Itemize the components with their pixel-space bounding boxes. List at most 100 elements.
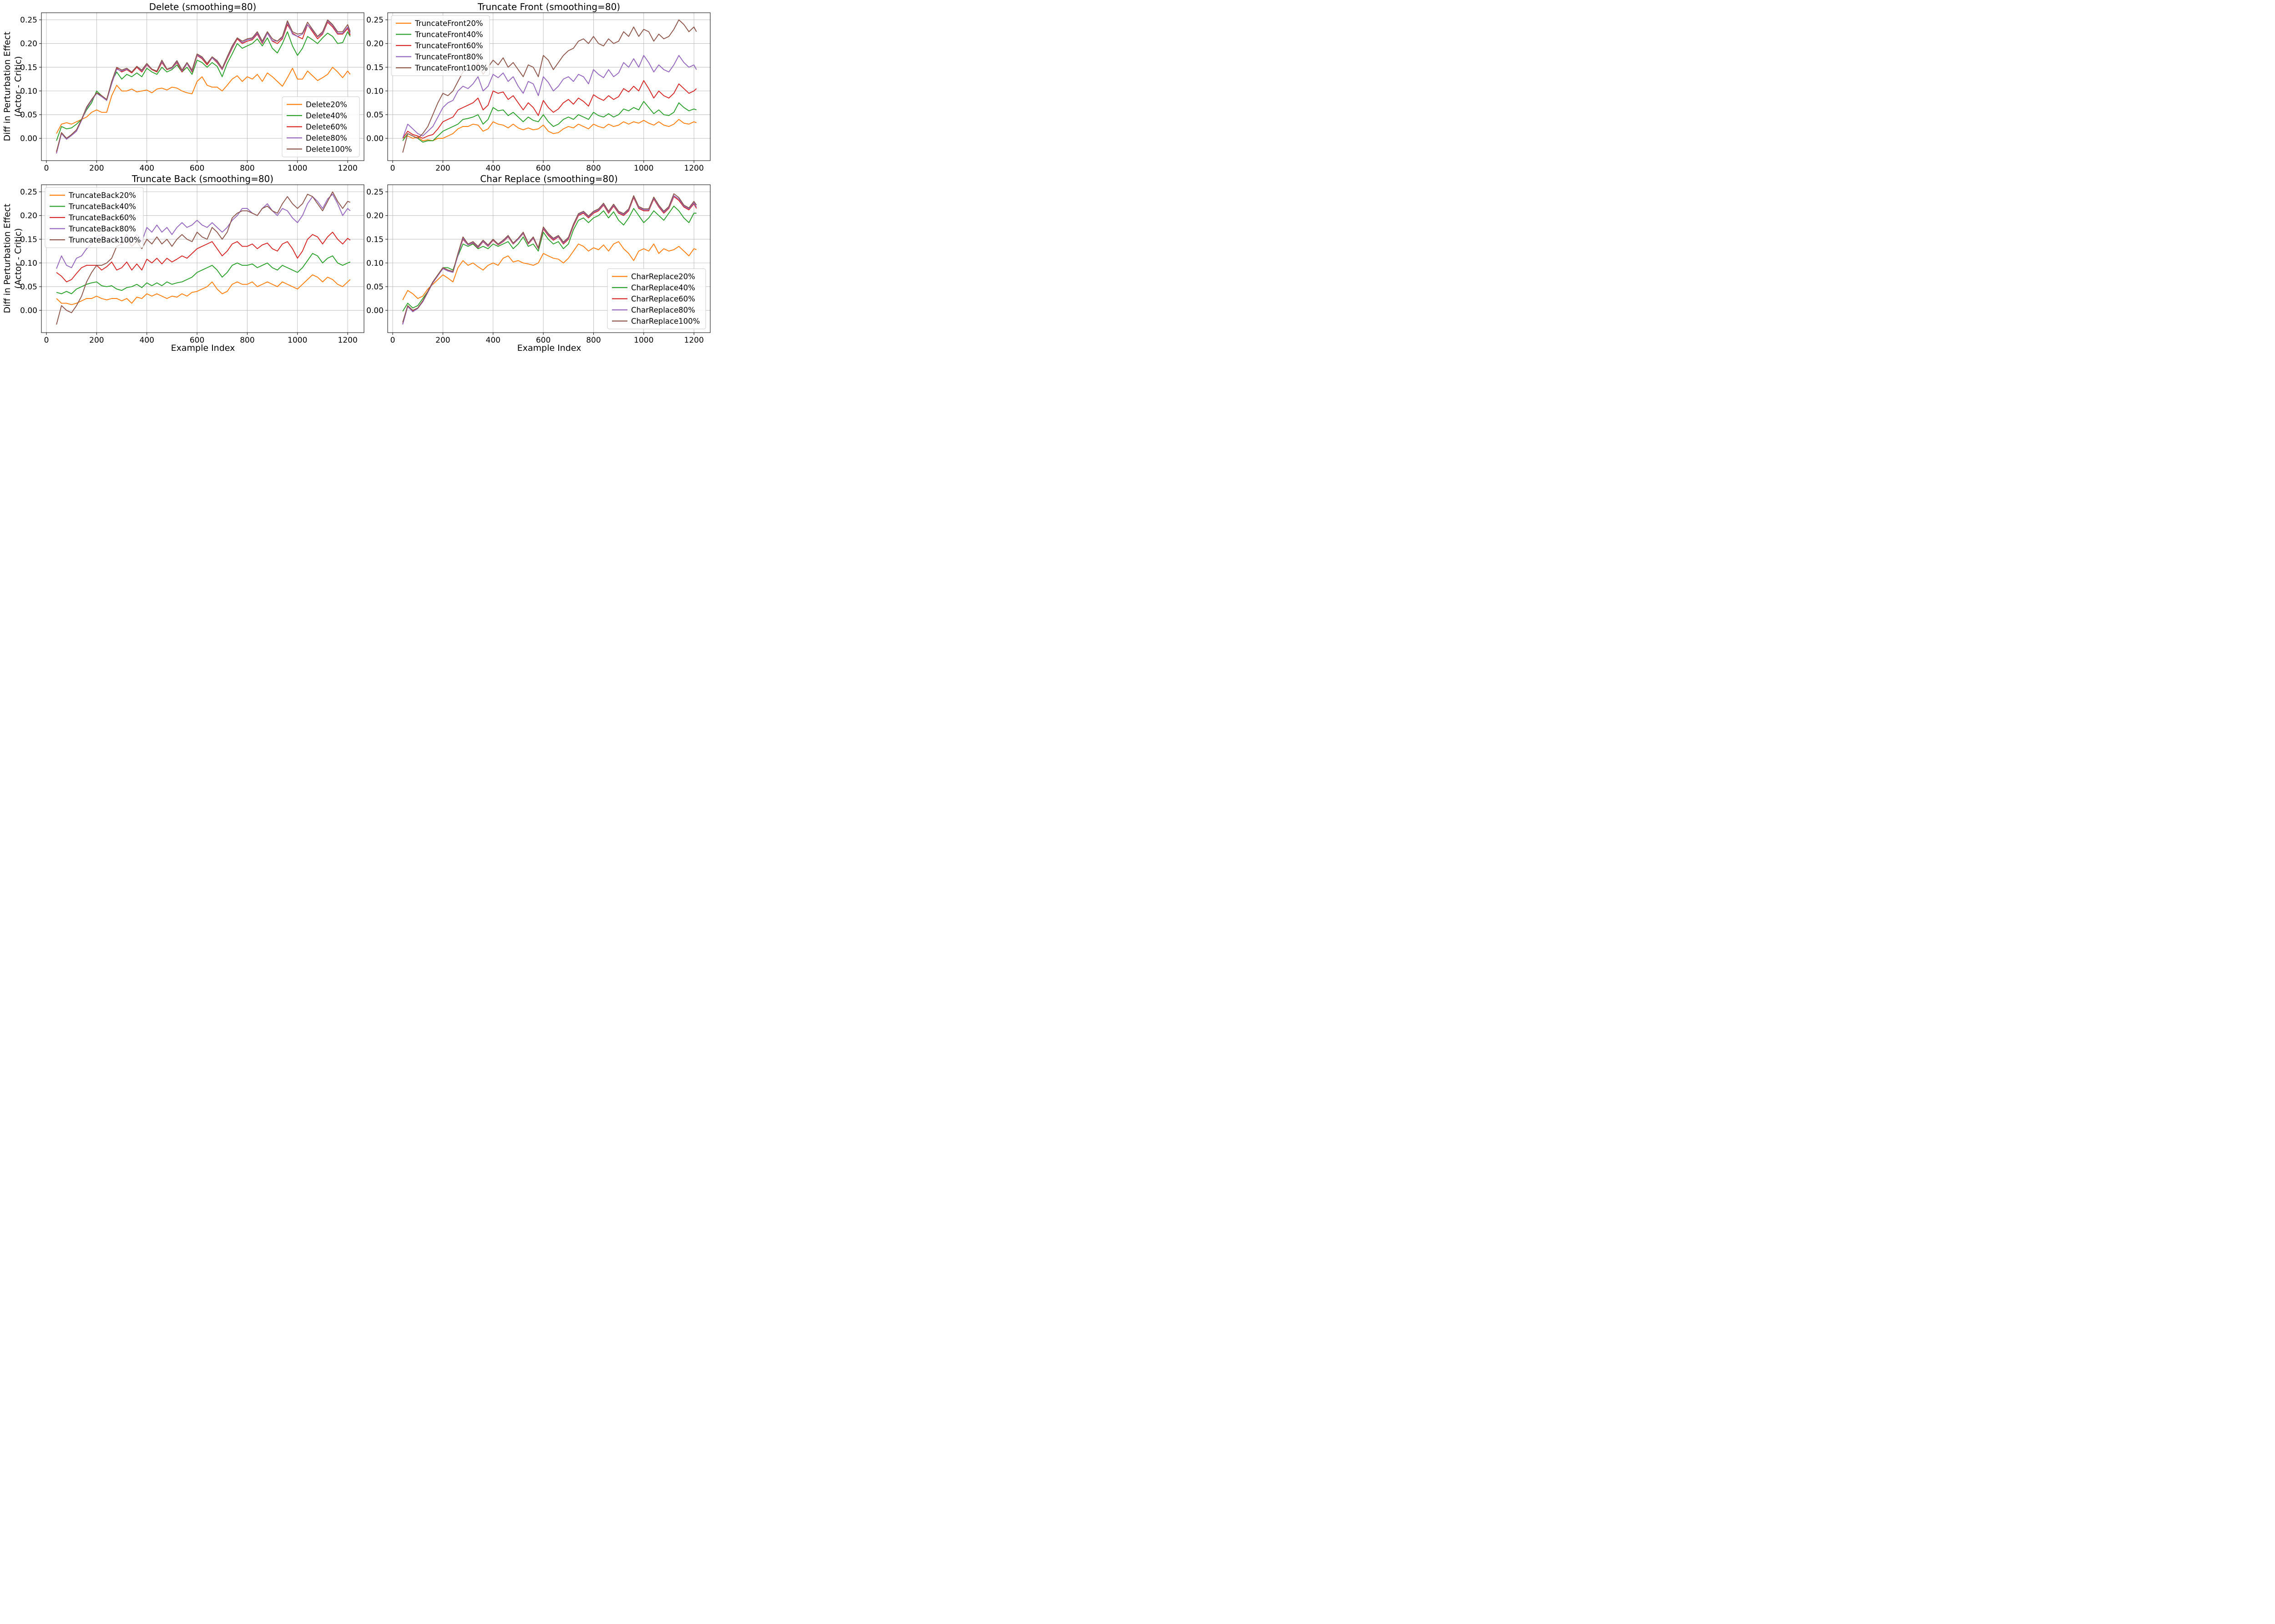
series-line	[402, 55, 697, 139]
y-tick-label: 0.00	[366, 306, 384, 315]
y-tick-label: 0.00	[366, 134, 384, 143]
legend-box	[282, 96, 360, 157]
axes-frame	[387, 12, 711, 161]
legend: TruncateBack20% TruncateBack40% TruncateBa…	[45, 187, 144, 248]
legend-label: TruncateBack40%	[68, 202, 136, 211]
x-tick-label: 200	[89, 336, 104, 345]
xlabel-bottom-right: Example Index	[517, 343, 581, 353]
legend-label: TruncateFront80%	[415, 53, 483, 61]
y-tick-label: 0.10	[366, 259, 384, 268]
legend-label: Delete20%	[306, 101, 347, 109]
legend-label: Delete60%	[306, 123, 347, 132]
legend-box	[45, 187, 144, 248]
y-tick-label: 0.20	[366, 212, 384, 221]
legend-label: CharReplace80%	[631, 306, 695, 314]
x-tick-label: 0	[44, 164, 49, 173]
y-tick-label: 0.05	[20, 111, 37, 120]
series-line	[56, 191, 351, 325]
axes-frame	[41, 184, 364, 333]
legend-label: Delete40%	[306, 111, 347, 120]
legend-label: TruncateFront60%	[415, 41, 483, 50]
panel-truncate-back: 0 200 400 600 800 1000 1200 0.00 0.05 0.10 0.15 0.2…	[20, 173, 364, 345]
y-tick-label: 0.25	[20, 188, 37, 197]
x-tick-label: 200	[89, 164, 104, 173]
figure-background	[0, 0, 713, 355]
y-tick-label: 0.05	[366, 283, 384, 292]
legend-label: Delete100%	[306, 145, 352, 154]
ylabel-line1-top: Diff in Perturbation Effect	[2, 32, 12, 142]
legend-label: TruncateBack20%	[68, 191, 136, 200]
y-tick-label: 0.10	[366, 87, 384, 96]
x-tick-label: 0	[390, 336, 395, 345]
x-tick-label: 800	[586, 336, 601, 345]
xlabel-bottom-left: Example Index	[171, 343, 235, 353]
axes-frame	[41, 12, 364, 161]
chart-title: Char Replace (smoothing=80)	[480, 173, 618, 184]
panel-char-replace: 0 200 400 600 800 1000 1200 0.00 0.05 0.10 0.15 0.2…	[366, 173, 711, 345]
y-tick-label: 0.05	[20, 283, 37, 292]
y-tick-label: 0.25	[366, 16, 384, 25]
ylabel-line1-bottom: Diff in Perturbation Effect	[2, 204, 12, 314]
legend-label: CharReplace60%	[631, 295, 695, 304]
series-line	[56, 19, 351, 152]
series-line	[402, 193, 697, 323]
legend-label: CharReplace100%	[631, 317, 700, 326]
panel-delete: 0 200 400 600 800 1000 1200 0.00 0.05 0.10 0.15 0.2…	[20, 1, 364, 173]
panel-truncate-front: 0 200 400 600 800 1000 1200 0.00 0.05 0.10 0.15 0.2…	[366, 1, 711, 173]
x-tick-label: 800	[240, 164, 254, 173]
x-tick-label: 1200	[684, 336, 704, 345]
legend-label: CharReplace20%	[631, 273, 695, 281]
y-tick-label: 0.15	[366, 63, 384, 72]
legend-label: TruncateFront40%	[415, 30, 483, 39]
x-tick-label: 600	[190, 164, 204, 173]
y-tick-label: 0.20	[20, 40, 37, 49]
x-tick-label: 400	[140, 164, 154, 173]
legend-label: TruncateFront100%	[415, 64, 488, 72]
axes-frame	[387, 184, 711, 333]
x-tick-label: 1000	[288, 336, 307, 345]
x-tick-label: 200	[435, 336, 450, 345]
y-tick-label: 0.10	[20, 259, 37, 268]
x-tick-label: 400	[486, 336, 500, 345]
y-tick-label: 0.15	[20, 235, 37, 244]
x-tick-label: 400	[486, 164, 500, 173]
legend: Delete20% Delete40% Delete60% Delete80% Dele…	[282, 96, 360, 157]
chart-title: Truncate Front (smoothing=80)	[477, 1, 620, 12]
x-tick-label: 1200	[338, 336, 358, 345]
y-tick-label: 0.00	[20, 134, 37, 143]
ylabel-line2-top: (Actor - Critic)	[13, 56, 23, 116]
y-tick-label: 0.10	[20, 87, 37, 96]
series-line	[56, 232, 351, 283]
y-tick-label: 0.15	[20, 63, 37, 72]
legend-label: CharReplace40%	[631, 283, 695, 292]
series-line	[56, 274, 351, 305]
series-line	[402, 119, 697, 142]
ylabel-line2-bottom: (Actor - Critic)	[13, 228, 23, 288]
legend-box	[391, 15, 490, 76]
y-tick-label: 0.20	[20, 212, 37, 221]
x-tick-label: 600	[536, 164, 551, 173]
x-tick-label: 0	[390, 164, 395, 173]
chart-title: Truncate Back (smoothing=80)	[131, 173, 273, 184]
legend-label: Delete80%	[306, 134, 347, 142]
series-line	[56, 66, 351, 134]
x-tick-label: 1000	[288, 164, 307, 173]
chart-title: Delete (smoothing=80)	[149, 1, 257, 12]
y-tick-label: 0.15	[366, 235, 384, 244]
y-tick-label: 0.00	[20, 306, 37, 315]
x-tick-label: 600	[536, 336, 551, 345]
x-tick-label: 800	[586, 164, 601, 173]
x-tick-label: 400	[140, 336, 154, 345]
legend-box	[607, 268, 706, 329]
figure: Diff in Perturbation Effect (Actor - Cri…	[0, 0, 713, 355]
x-tick-label: 200	[435, 164, 450, 173]
x-tick-label: 1000	[634, 336, 653, 345]
legend-label: TruncateBack80%	[68, 225, 136, 233]
y-tick-label: 0.25	[20, 16, 37, 25]
series-line	[402, 80, 697, 139]
series-line	[402, 19, 697, 153]
legend-label: TruncateBack100%	[68, 236, 141, 244]
series-line	[402, 241, 697, 300]
series-line	[402, 101, 697, 143]
series-line	[56, 253, 351, 294]
